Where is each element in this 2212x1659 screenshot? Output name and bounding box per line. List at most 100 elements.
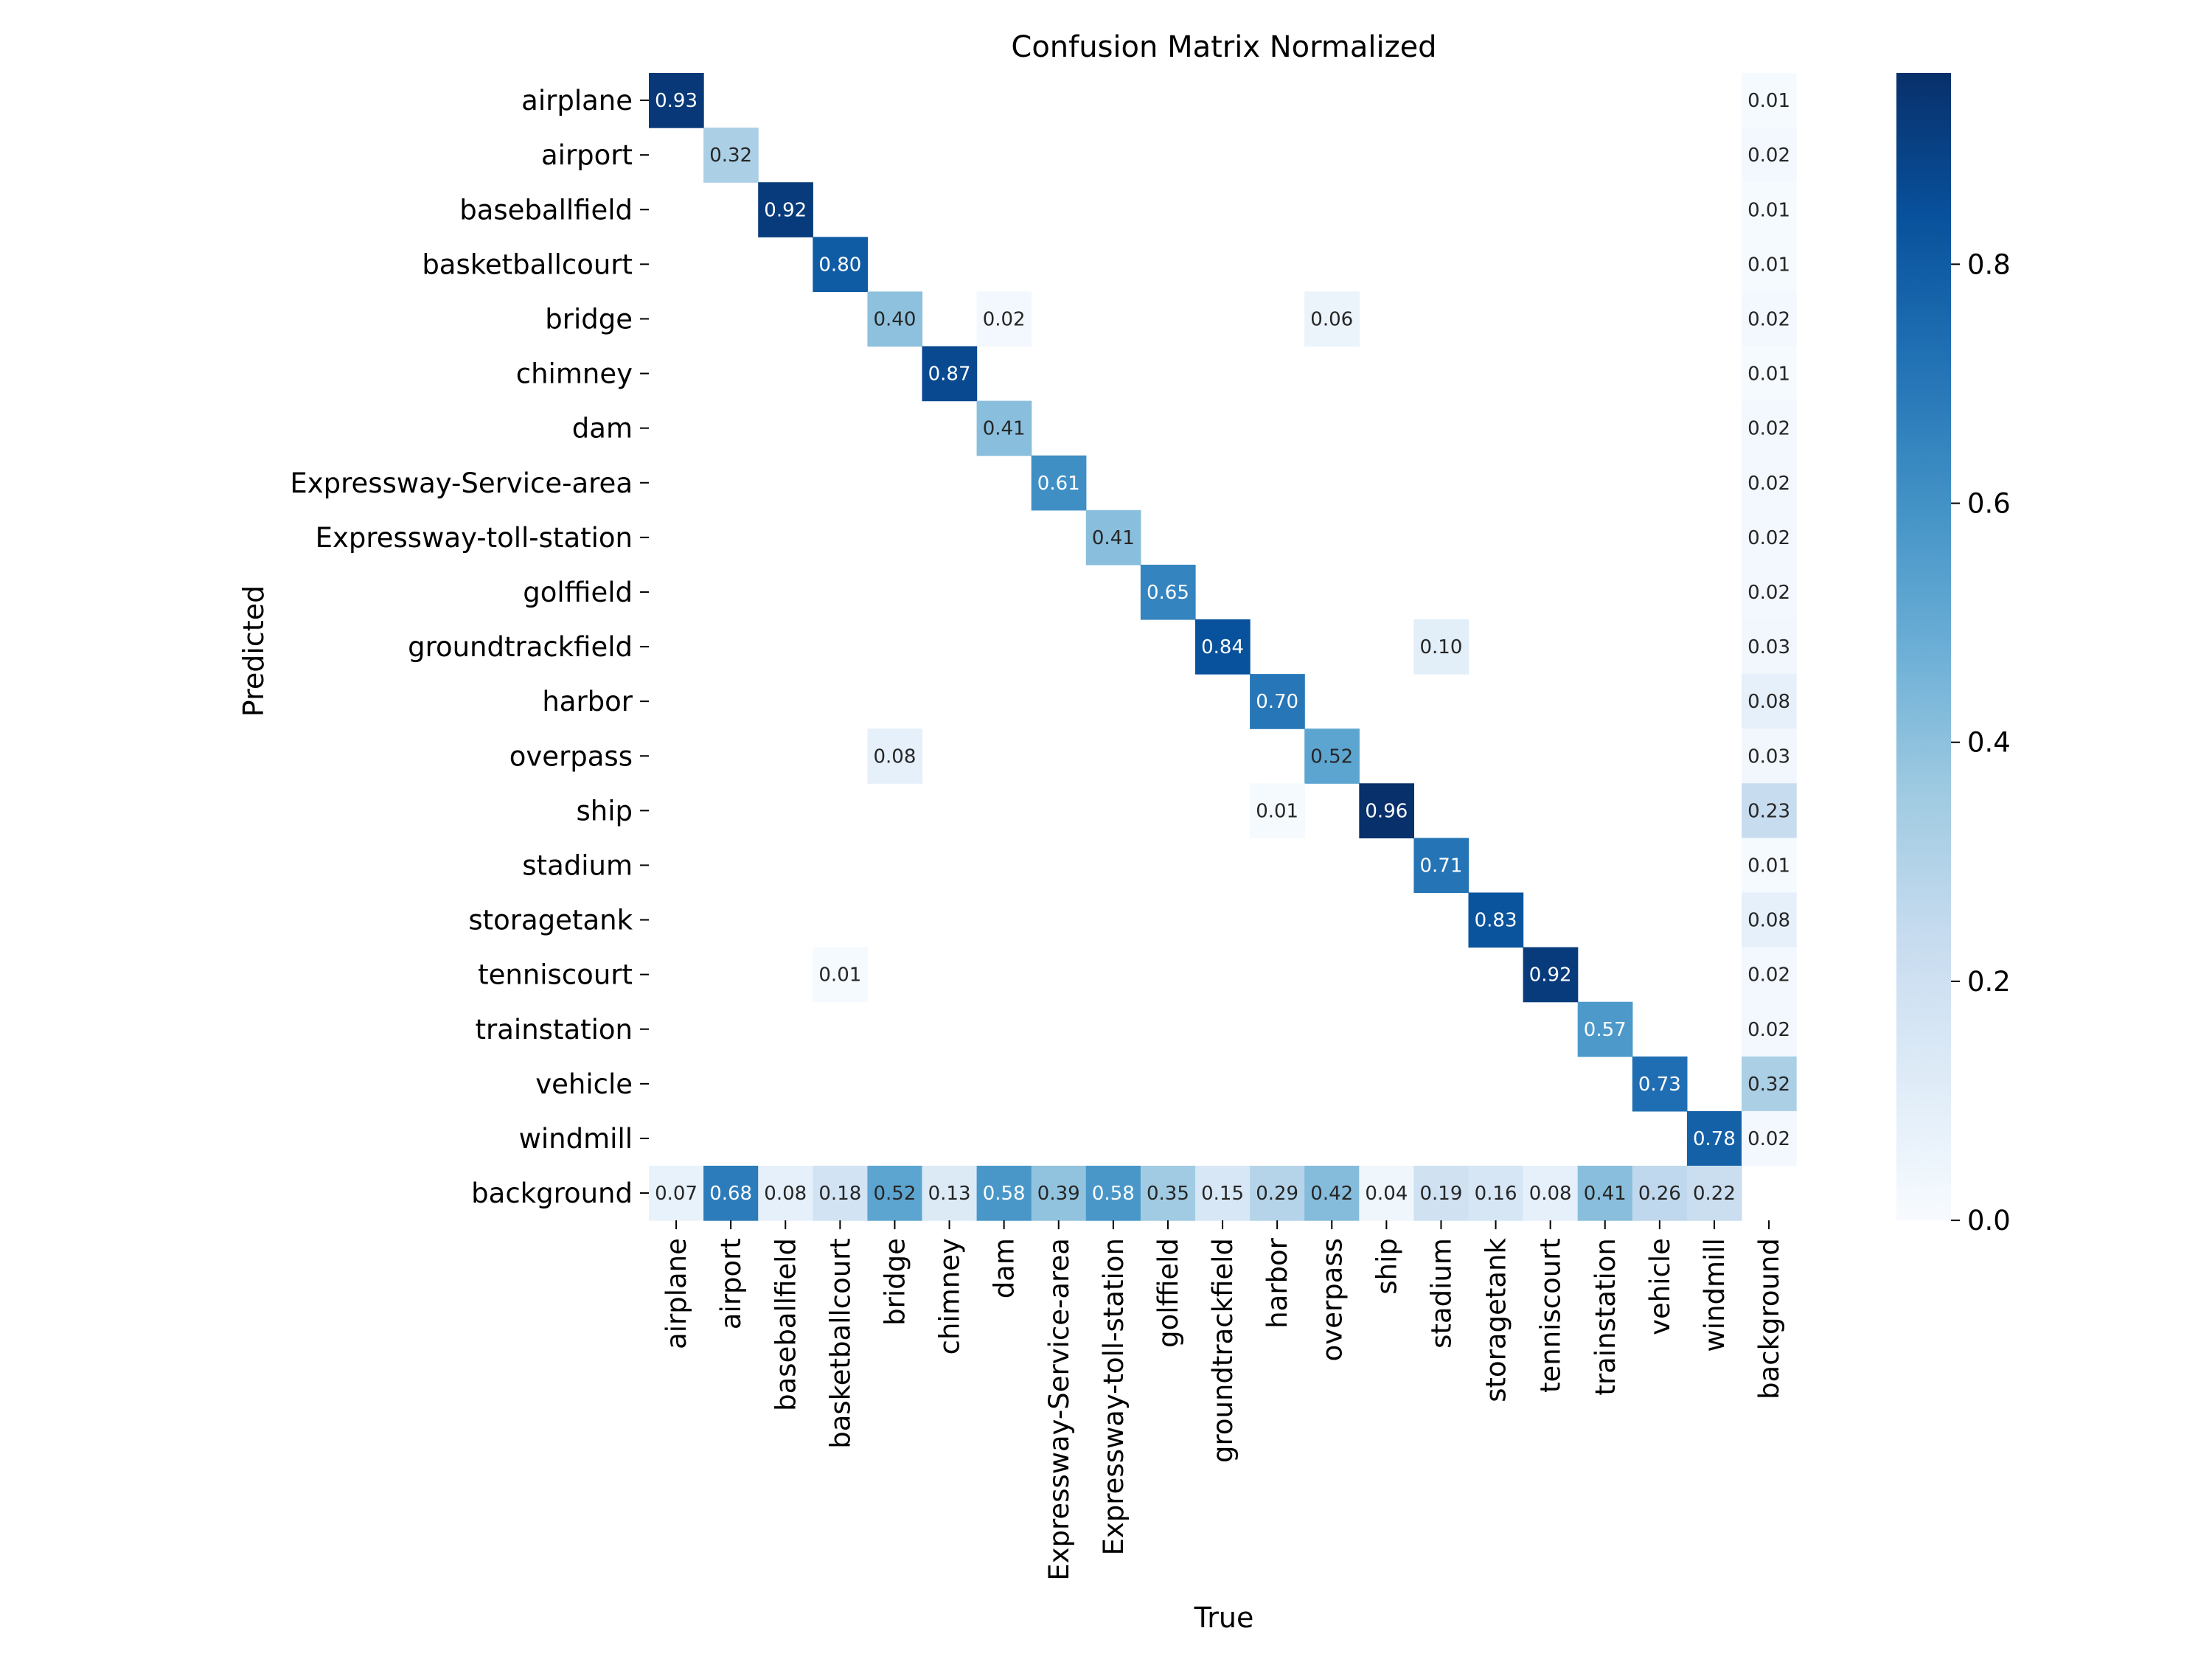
cell-value-label: 0.08 [1529,1183,1572,1205]
cell-value-label: 0.26 [1638,1183,1681,1205]
y-tick-label: windmill [519,1123,633,1155]
heatmap-cell [1742,947,1797,1003]
heatmap-cell [1742,182,1797,237]
cell-value-label: 0.07 [655,1183,698,1205]
y-tick-label: background [471,1178,633,1209]
heatmap-cell [1523,947,1579,1003]
heatmap-cell [758,1166,813,1221]
heatmap-cell [1632,1056,1688,1112]
heatmap-cell [1413,1166,1470,1221]
cell-value-label: 0.40 [874,308,917,330]
heatmap-cell [922,346,978,402]
cell-value-label: 0.78 [1693,1128,1736,1150]
heatmap-cell [1742,1110,1797,1166]
cell-value-label: 0.57 [1584,1019,1627,1041]
heatmap-cell [1742,674,1797,729]
x-axis-ticks: airplane airport baseballfield basketballco… [661,1220,1785,1581]
y-tick-label: storagetank [468,905,633,936]
cell-value-label: 0.04 [1365,1183,1408,1205]
heatmap-cell [867,728,923,784]
heatmap-cell [867,291,923,347]
cell-value-label: 0.61 [1037,473,1080,495]
heatmap-cell [1742,838,1797,894]
cell-value-label: 0.29 [1256,1183,1298,1205]
y-tick-label: baseballfield [459,194,633,226]
cell-value-label: 0.39 [1037,1183,1080,1205]
heatmap-cell [1250,783,1305,838]
y-tick-label: chimney [516,358,633,390]
y-tick-label: airport [541,139,633,171]
cell-value-label: 0.02 [1747,418,1790,440]
heatmap-cell [1742,1056,1797,1112]
heatmap-cell [976,400,1032,456]
y-axis-label: Predicted [237,585,270,717]
x-tick-label: groundtrackfield [1207,1238,1239,1463]
y-tick-label: overpass [509,740,633,772]
colorbar-tick-label: 0.8 [1967,248,2011,280]
heatmap-cell [1742,783,1797,838]
x-tick-label: trainstation [1590,1238,1621,1395]
cell-value-label: 0.01 [1747,90,1790,112]
y-tick-label: golffield [523,577,633,608]
colorbar-tick-label: 0.4 [1967,727,2011,759]
heatmap-cell [1359,1166,1414,1221]
heatmap-cell [703,1166,759,1221]
heatmap-cell [813,1166,868,1221]
x-axis-label: True [1194,1601,1254,1634]
heatmap-cell [1359,783,1414,838]
heatmap-cell [1742,291,1797,347]
cell-value-label: 0.18 [818,1183,861,1205]
x-tick-label: golffield [1152,1238,1184,1348]
heatmap-cell [1250,674,1305,729]
cell-value-label: 0.06 [1310,308,1353,330]
cell-value-label: 0.10 [1420,636,1463,658]
cell-value-label: 0.58 [983,1183,1026,1205]
y-tick-label: dam [572,413,633,445]
heatmap-cell [649,1166,704,1221]
y-axis-ticks: airplane airport baseballfield basketballco… [290,85,649,1209]
cell-value-label: 0.01 [1747,855,1790,877]
cell-value-label: 0.01 [1256,800,1298,822]
heatmap-cells: 0.93 0.01 0.32 0.02 0.92 0.01 0.80 0.01 0.40 0.02… [649,73,1797,1221]
cell-value-label: 0.08 [1747,691,1790,713]
x-tick-label: bridge [879,1238,911,1326]
cell-value-label: 0.42 [1310,1183,1353,1205]
heatmap-cell [1031,1166,1087,1221]
cell-value-label: 0.41 [1092,527,1135,549]
y-tick-label: stadium [522,849,633,881]
y-tick-label: harbor [542,686,633,717]
x-tick-label: chimney [934,1238,966,1354]
cell-value-label: 0.15 [1201,1183,1244,1205]
cell-value-label: 0.23 [1747,800,1790,822]
heatmap-cell [922,1166,978,1221]
x-tick-label: Expressway-toll-station [1098,1238,1130,1555]
x-tick-label: overpass [1316,1238,1348,1361]
x-tick-label: stadium [1425,1238,1457,1349]
cell-value-label: 0.02 [1747,473,1790,495]
cell-value-label: 0.41 [1584,1183,1627,1205]
heatmap-cell [1250,1166,1305,1221]
cell-value-label: 0.02 [1747,964,1790,987]
cell-value-label: 0.01 [1747,364,1790,386]
heatmap-cell [1413,619,1470,675]
cell-value-label: 0.87 [928,364,971,386]
heatmap-cell [1577,1001,1633,1057]
heatmap-cell [1686,1110,1742,1166]
heatmap-cell [867,1166,923,1221]
cell-value-label: 0.02 [1747,1128,1790,1150]
cell-value-label: 0.70 [1256,691,1298,713]
y-tick-label: ship [577,795,633,827]
cell-value-label: 0.71 [1420,855,1463,877]
heatmap-cell [703,128,759,183]
heatmap-cell [1742,728,1797,784]
heatmap-cell [1140,564,1196,620]
cell-value-label: 0.83 [1475,910,1517,932]
x-tick-label: vehicle [1644,1238,1676,1335]
colorbar-tick-label: 0.0 [1967,1205,2011,1237]
cell-value-label: 0.32 [1747,1074,1790,1096]
heatmap-cell [976,1166,1032,1221]
y-tick-label: tenniscourt [478,959,633,991]
heatmap-cell [1742,1001,1797,1057]
heatmap-cell [1632,1166,1688,1221]
